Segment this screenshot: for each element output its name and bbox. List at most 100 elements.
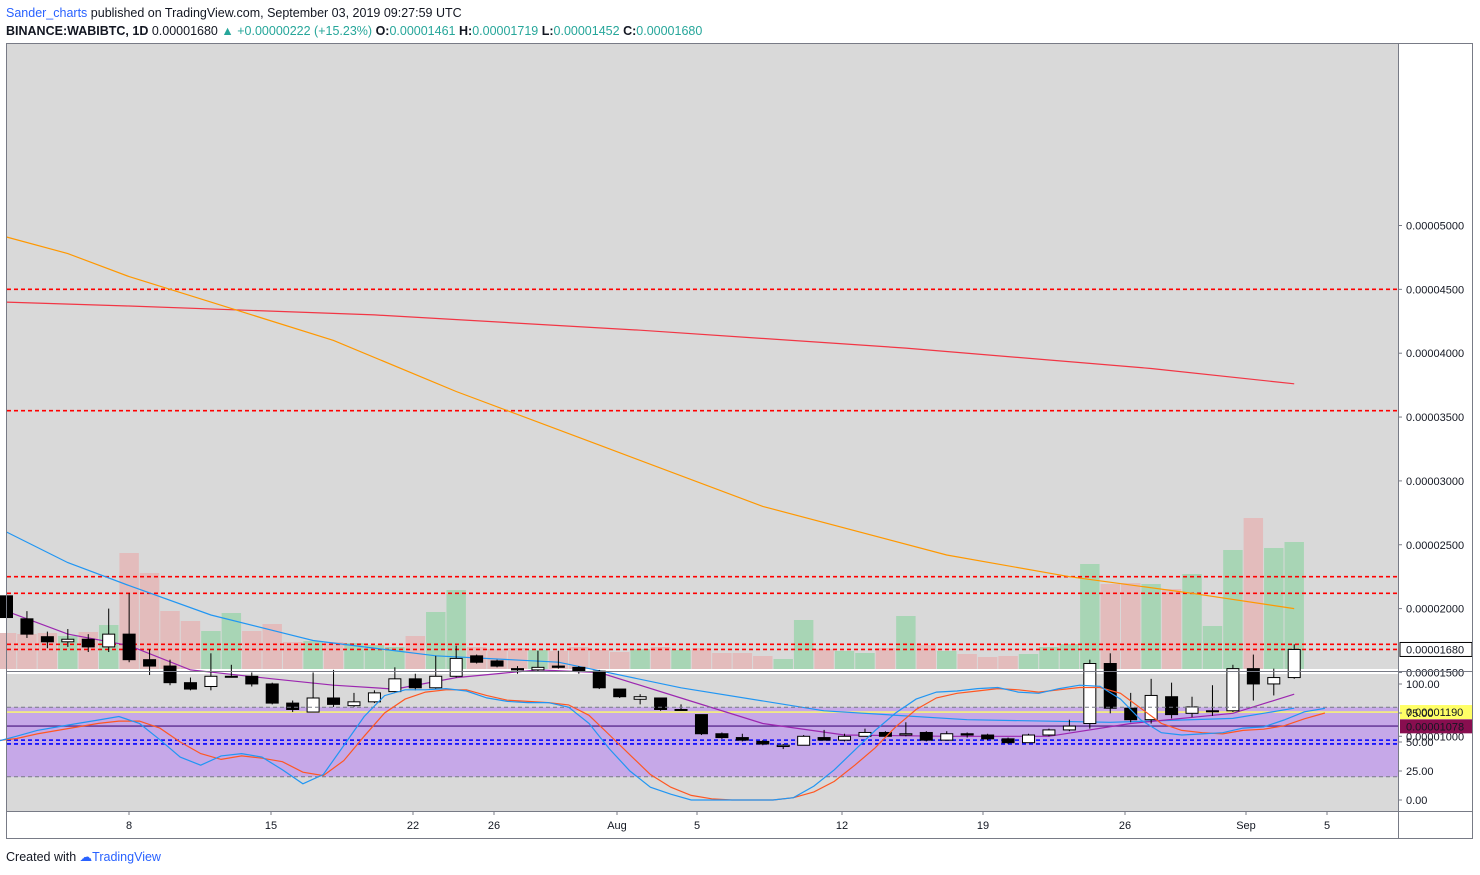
candle-body — [1124, 707, 1138, 721]
candle-body — [143, 659, 157, 667]
volume-bar — [1059, 644, 1080, 669]
price-tick-label: 0.00002000 — [1406, 604, 1464, 616]
last-price: 0.00001680 — [151, 24, 218, 38]
candle-body — [572, 666, 586, 672]
volume-bar — [773, 659, 793, 669]
volume-bar — [875, 648, 896, 669]
candle-body — [81, 638, 95, 648]
volume-bar — [303, 641, 323, 669]
level-1078-badge-bg — [1400, 719, 1472, 734]
footer: Created with ☁TradingView — [6, 848, 161, 866]
candle-body — [306, 697, 320, 713]
candle-body — [1246, 668, 1260, 685]
last-price-badge-bg — [1400, 642, 1472, 657]
volume-bar — [1284, 542, 1304, 669]
volume-bar — [609, 652, 630, 669]
candle-body — [1267, 677, 1281, 685]
tradingview-logo-icon[interactable]: ☁ — [79, 850, 93, 864]
stochastic-k-line — [0, 684, 1325, 801]
volume-bar — [691, 648, 712, 669]
volume-bar — [977, 657, 998, 669]
volume-bar — [1182, 574, 1202, 669]
volume-bar — [732, 653, 753, 669]
author-link[interactable]: Sander_charts — [6, 6, 88, 20]
osc-tick-label: 50.00 — [1406, 737, 1434, 749]
candle-body — [899, 733, 913, 736]
candle-body — [838, 735, 852, 741]
volume-bar — [17, 634, 37, 669]
ohlc-line: BINANCE:WABIBTC, 1D 0.00001680 ▲ +0.0000… — [6, 22, 702, 40]
volume-bar — [385, 647, 405, 669]
candle-body — [797, 735, 811, 746]
last-price-badge: 0.00001680 — [1406, 644, 1464, 656]
time-tick-label: 15 — [265, 820, 277, 832]
candle-body — [613, 688, 627, 698]
candle-body — [1205, 710, 1219, 713]
candle-body — [245, 675, 259, 685]
candle-body — [776, 744, 790, 748]
volume-bar — [1161, 589, 1182, 669]
volume-bar — [323, 642, 344, 669]
volume-bar — [1120, 583, 1141, 669]
osc-tick-label: 75.00 — [1406, 708, 1434, 720]
candle-body — [40, 636, 54, 643]
candle-body — [429, 675, 443, 689]
close-label: C: — [623, 24, 637, 38]
volume-bar — [896, 616, 916, 669]
volume-bar — [1039, 647, 1059, 669]
candle-body — [1226, 668, 1240, 712]
volume-bar — [998, 656, 1018, 669]
price-tick-label: 0.00003000 — [1406, 476, 1464, 488]
candle-body — [163, 665, 177, 684]
volume-bar — [1018, 654, 1039, 669]
volume-bar — [916, 645, 937, 669]
volume-bar — [671, 650, 691, 669]
candle-body — [347, 701, 361, 707]
ma-orange-line — [6, 236, 1295, 610]
axes: 0.00005000 0.00004500 0.00004000 0.00003500… — [126, 221, 1473, 832]
time-tick-label: 5 — [1324, 820, 1330, 832]
time-tick-label: Aug — [607, 820, 627, 832]
volume-bar — [364, 645, 385, 669]
osc-tick-label: 100.00 — [1406, 679, 1440, 691]
stochastic-lines — [0, 684, 1398, 801]
up-arrow-icon: ▲ — [221, 24, 234, 38]
candle-body — [551, 665, 565, 668]
volume-bar — [814, 649, 834, 669]
candle-body — [367, 692, 381, 703]
symbol-label[interactable]: BINANCE:WABIBTC, 1D — [6, 24, 149, 38]
candle-body — [1083, 663, 1097, 725]
candle-body — [388, 678, 402, 693]
candle-body — [224, 675, 238, 678]
volume-bar — [262, 624, 282, 669]
candle-body — [654, 697, 668, 710]
candle-body — [919, 731, 933, 741]
high-label: H: — [458, 24, 473, 38]
low-label: L: — [541, 24, 554, 38]
price-tick-label: 0.00005000 — [1406, 221, 1464, 233]
candle-body — [408, 678, 422, 689]
time-tick-label: 22 — [407, 820, 419, 832]
volume-bar — [282, 642, 303, 669]
candle-body — [756, 740, 770, 745]
level-1078-badge: 0.00001078 — [1406, 721, 1464, 733]
candle-body — [633, 696, 647, 700]
chart-header: Sander_charts published on TradingView.c… — [6, 4, 702, 40]
candle-body — [1062, 725, 1076, 731]
candle-body — [817, 737, 831, 741]
main-pane-background — [7, 44, 1398, 669]
volume-bar — [507, 648, 528, 669]
candle-body — [981, 734, 995, 740]
tradingview-brand[interactable]: TradingView — [92, 850, 161, 864]
volume-bar — [1202, 626, 1223, 669]
candle-body — [20, 618, 34, 635]
level-1190-badge-bg — [1400, 705, 1472, 720]
candle-body — [694, 714, 708, 735]
candle-body — [449, 657, 463, 677]
volume-bar — [630, 649, 650, 669]
time-tick-label: 5 — [694, 820, 700, 832]
candle-body — [490, 660, 504, 667]
candle-body — [1022, 734, 1035, 744]
open-label: O: — [375, 24, 390, 38]
